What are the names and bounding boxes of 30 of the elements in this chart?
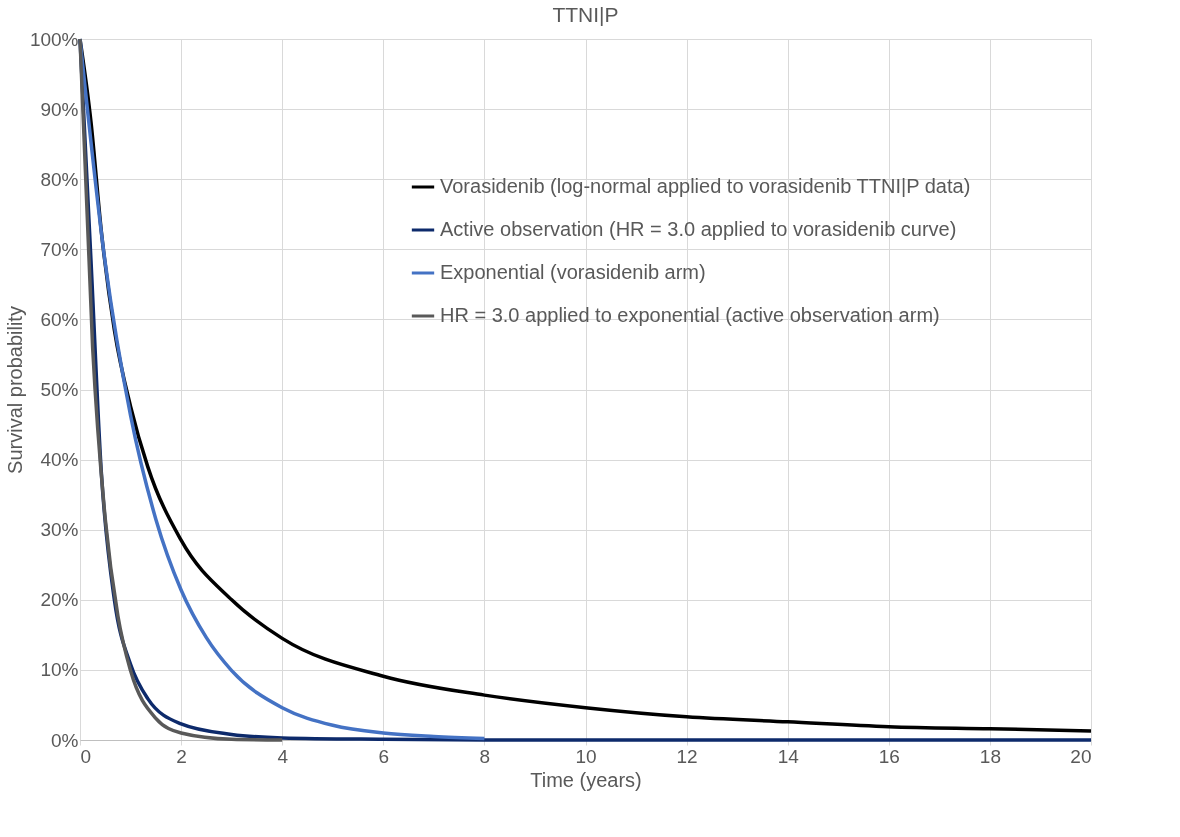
legend-label: Vorasidenib (log-normal applied to vorasidenib TTNI|P data) bbox=[440, 175, 971, 197]
legend-label: Active observation (HR = 3.0 applied to vorasidenib curve) bbox=[440, 218, 957, 240]
y-tick-label: 90% bbox=[40, 98, 79, 120]
legend-label: HR = 3.0 applied to exponential (active observation arm) bbox=[440, 304, 940, 326]
chart-title: TTNI|P bbox=[552, 3, 619, 26]
y-tick-label: 80% bbox=[40, 168, 79, 190]
y-axis-title: Survival probability bbox=[3, 306, 26, 474]
y-tick-label: 10% bbox=[40, 659, 79, 681]
y-tick-label: 50% bbox=[40, 379, 79, 400]
x-tick-label: 8 bbox=[479, 745, 491, 767]
y-tick-label: 20% bbox=[40, 589, 79, 611]
x-tick-label: 4 bbox=[277, 745, 289, 767]
y-tick-label: 100% bbox=[29, 28, 79, 50]
x-tick-label: 6 bbox=[378, 745, 390, 767]
y-tick-label: 30% bbox=[40, 519, 79, 541]
y-tick-label: 0% bbox=[51, 729, 79, 751]
x-tick-label: 0 bbox=[80, 745, 92, 767]
y-tick-label: 70% bbox=[40, 238, 79, 260]
y-tick-label: 40% bbox=[40, 449, 79, 471]
x-axis-title: Time (years) bbox=[530, 768, 642, 791]
x-tick-label: 10 bbox=[575, 745, 597, 767]
x-tick-label: 14 bbox=[777, 745, 800, 767]
x-tick-label: 16 bbox=[878, 745, 900, 767]
y-tick-label: 60% bbox=[40, 308, 79, 330]
line-series bbox=[78, 37, 284, 742]
legend-label: Exponential (vorasidenib arm) bbox=[440, 261, 706, 283]
x-tick-label: 12 bbox=[676, 745, 698, 767]
x-tick-label: 18 bbox=[979, 745, 1001, 767]
x-tick-label: 20 bbox=[1070, 745, 1092, 767]
x-tick-label: 2 bbox=[176, 745, 187, 767]
